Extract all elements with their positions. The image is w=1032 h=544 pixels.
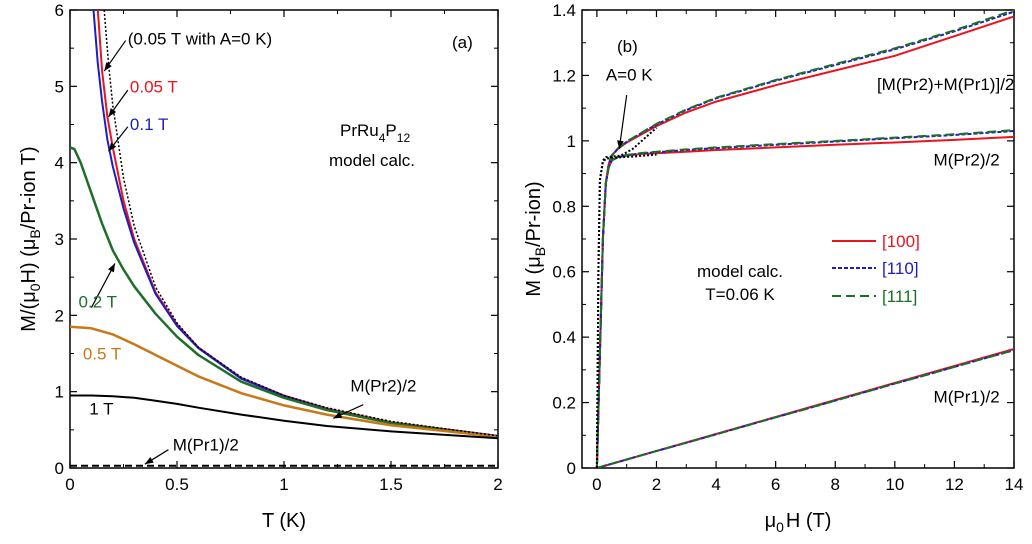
panel-b-xlabel: μ0 H (T)	[765, 510, 832, 535]
xtick-label: 12	[945, 475, 964, 494]
xtick-label: 2	[652, 475, 661, 494]
series-line-sum-a-0-k	[595, 127, 658, 468]
xtick-label: 8	[831, 475, 840, 494]
panel-a-series	[70, 10, 498, 467]
series-line-0-05-t	[96, 10, 498, 437]
panel-b-legend: [100] [110] [111]	[832, 232, 920, 306]
xtick-label: 0.5	[165, 475, 189, 494]
panel-a-model-calc: model calc.	[329, 151, 415, 170]
panel-a-label: (a)	[452, 33, 473, 52]
panel-a-xlabel: T (K)	[262, 510, 306, 532]
series-line-0-2-t	[70, 146, 498, 438]
annotation-arrow-head	[108, 263, 115, 273]
series-line-pr2-110	[595, 130, 1014, 468]
annotation-0-2-t: 0.2 T	[79, 293, 117, 312]
panel-a-arrows	[90, 40, 364, 465]
series-line-0-05-t-with-a-0-k	[103, 10, 498, 437]
ytick-label: 0	[55, 459, 64, 478]
panel-a-annotations: (0.05 T with A=0 K) 0.05 T 0.1 T 0.2 T 0.5 T…	[79, 29, 417, 454]
annotation-m-pr2-m-pr1-2: [M(Pr2)+M(Pr1)]/2	[877, 75, 1014, 94]
ytick-label: 0.4	[552, 328, 576, 347]
panel-a: 0 0.5 1 1.5 2 0 1 2 3 4 5 6 (0.05 T with A=0 K) 0.05…	[18, 1, 503, 532]
ytick-label: 1.4	[552, 1, 576, 20]
panel-b-arrows	[617, 94, 628, 150]
annotation-arrow-head	[333, 411, 343, 419]
ytick-label: 1.2	[552, 66, 576, 85]
legend-label-110: [110]	[882, 259, 919, 278]
panel-b-model-calc: model calc.	[697, 262, 783, 281]
panel-b-series	[595, 10, 1014, 468]
xtick-label: 10	[885, 475, 904, 494]
panel-b: 0 2 4 6 8 10 12 14 0 0.2 0.4 0.6 0.8 1 1.2 1.4 A=0 K [M(…	[523, 1, 1023, 535]
series-line-pr2-100	[595, 135, 1014, 468]
annotation-m-pr2-2: M(Pr2)/2	[934, 150, 1000, 169]
annotation-1-t: 1 T	[89, 400, 113, 419]
xtick-label: 1	[279, 475, 288, 494]
ytick-label: 5	[55, 77, 64, 96]
panel-a-ylabel: M/(μ0H) (μB/Pr-ion T)	[18, 146, 43, 331]
xtick-label: 14	[1005, 475, 1024, 494]
legend-label-100: [100]	[882, 232, 920, 251]
annotation-arrow-head	[617, 140, 624, 150]
series-line-pr2-a-0-k	[595, 153, 657, 468]
series-line-0-1-t	[92, 10, 498, 437]
annotation-arrow-line	[618, 94, 628, 150]
xtick-label: 1.5	[379, 475, 403, 494]
ytick-label: 2	[55, 306, 64, 325]
annotation-0-1-t: 0.1 T	[130, 115, 168, 134]
annotation-arrow-head	[108, 142, 117, 152]
xtick-label: 6	[771, 475, 780, 494]
annotation-a-0-k: A=0 K	[606, 65, 653, 84]
ytick-label: 3	[55, 230, 64, 249]
annotation-0-5-t: 0.5 T	[83, 345, 121, 364]
panel-a-ticks: 0 0.5 1 1.5 2 0 1 2 3 4 5 6	[55, 1, 503, 494]
annotation-0-05-t-with-a-0-k: (0.05 T with A=0 K)	[128, 29, 272, 48]
ytick-label: 0.8	[552, 197, 576, 216]
panel-b-ylabel: M (μB/Pr-ion)	[523, 181, 548, 296]
series-line-1-t	[70, 394, 498, 440]
series-line-pr2-111	[595, 129, 1014, 468]
annotation-m-pr1-2: M(Pr1)/2	[173, 435, 239, 454]
annotation-0-05-t: 0.05 T	[130, 77, 178, 96]
ytick-label: 0	[567, 459, 576, 478]
panel-b-ticks: 0 2 4 6 8 10 12 14 0 0.2 0.4 0.6 0.8 1 1.2 1.4	[552, 1, 1023, 494]
annotation-arrow-head	[108, 108, 117, 117]
ytick-label: 4	[55, 154, 64, 173]
annotation-m-pr2-2: M(Pr2)/2	[350, 377, 416, 396]
ytick-label: 6	[55, 1, 64, 20]
xtick-label: 4	[711, 475, 720, 494]
ytick-label: 0.6	[552, 263, 576, 282]
xtick-label: 0	[65, 475, 74, 494]
ytick-label: 1	[55, 383, 64, 402]
annotation-m-pr1-2: M(Pr1)/2	[934, 388, 1000, 407]
ytick-label: 1	[567, 132, 576, 151]
panel-b-annotations: A=0 K [M(Pr2)+M(Pr1)]/2 M(Pr2)/2 M(Pr1)/2	[606, 65, 1015, 406]
xtick-label: 2	[493, 475, 502, 494]
panel-b-label: (b)	[617, 37, 638, 56]
ytick-label: 0.2	[552, 394, 576, 413]
panel-a-compound: PrRu4P12	[340, 121, 410, 145]
xtick-label: 0	[592, 475, 601, 494]
series-line-pr1-111	[596, 349, 1014, 468]
annotation-arrow-head	[144, 456, 154, 465]
panel-b-temperature: T=0.06 K	[705, 285, 775, 304]
legend-label-111: [111]	[882, 287, 917, 306]
annotation-arrow-head	[104, 62, 112, 72]
